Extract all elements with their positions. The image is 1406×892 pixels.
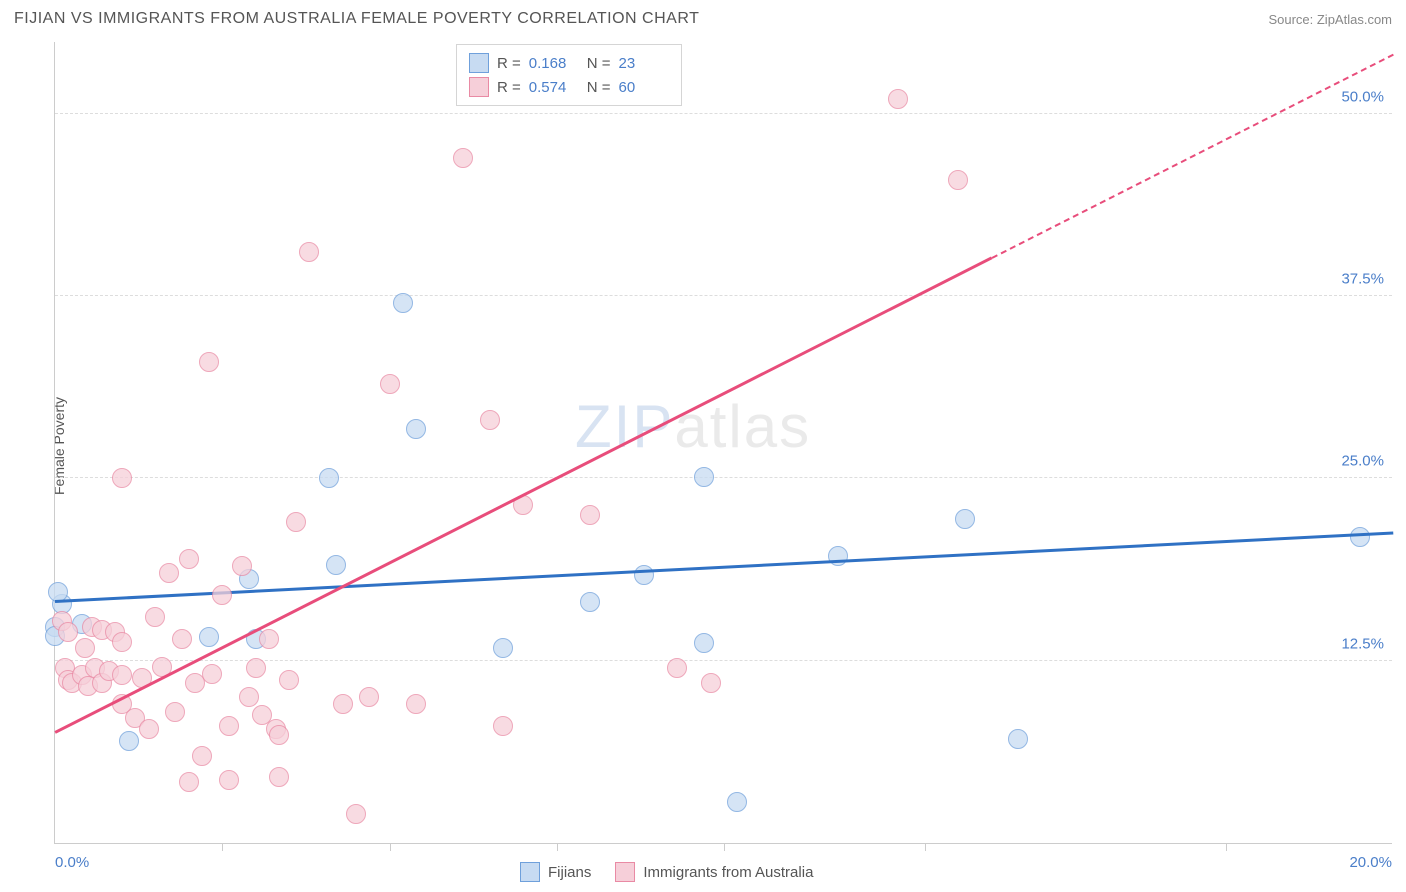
trend-line [54,257,992,734]
y-tick-label: 12.5% [1341,635,1384,652]
data-point [406,419,426,439]
legend-r-value: 0.574 [529,79,579,96]
data-point [393,293,413,313]
data-point [232,556,252,576]
legend-n-value: 60 [619,79,669,96]
legend-n-value: 23 [619,55,669,72]
chart-title: FIJIAN VS IMMIGRANTS FROM AUSTRALIA FEMA… [14,10,699,28]
data-point [269,767,289,787]
x-tick [724,843,725,851]
data-point [179,772,199,792]
data-point [179,549,199,569]
x-min-label: 0.0% [55,854,89,871]
data-point [299,242,319,262]
data-point [199,627,219,647]
data-point [359,687,379,707]
watermark-atlas: atlas [674,393,811,460]
gridline-h [55,113,1392,114]
data-point [1008,729,1028,749]
data-point [279,670,299,690]
data-point [119,731,139,751]
legend-swatch [469,77,489,97]
legend-n-label: N = [587,79,611,96]
data-point [219,770,239,790]
data-point [202,664,222,684]
data-point [239,687,259,707]
legend-r-value: 0.168 [529,55,579,72]
data-point [727,792,747,812]
x-tick [557,843,558,851]
y-tick-label: 37.5% [1341,271,1384,288]
data-point [159,563,179,583]
data-point [888,89,908,109]
x-tick [222,843,223,851]
legend-item: Fijians [520,862,591,882]
data-point [112,632,132,652]
data-point [165,702,185,722]
x-tick [925,843,926,851]
data-point [453,148,473,168]
trend-line [55,531,1393,602]
data-point [246,658,266,678]
data-point [701,673,721,693]
data-point [139,719,159,739]
data-point [480,410,500,430]
data-point [580,592,600,612]
legend-swatch [520,862,540,882]
data-point [493,638,513,658]
data-point [199,352,219,372]
data-point [286,512,306,532]
data-point [112,665,132,685]
data-point [380,374,400,394]
data-point [580,505,600,525]
data-point [694,633,714,653]
y-tick-label: 25.0% [1341,453,1384,470]
chart-header: FIJIAN VS IMMIGRANTS FROM AUSTRALIA FEMA… [14,10,1392,28]
data-point [406,694,426,714]
data-point [319,468,339,488]
gridline-h [55,477,1392,478]
data-point [269,725,289,745]
legend-label: Fijians [548,864,591,881]
correlation-legend: R = 0.168 N = 23 R = 0.574 N = 60 [456,44,682,106]
data-point [333,694,353,714]
data-point [634,565,654,585]
legend-stat-row: R = 0.168 N = 23 [469,51,669,75]
legend-label: Immigrants from Australia [643,864,813,881]
legend-r-label: R = [497,55,521,72]
data-point [493,716,513,736]
x-tick [390,843,391,851]
data-point [326,555,346,575]
data-point [955,509,975,529]
legend-stat-row: R = 0.574 N = 60 [469,75,669,99]
data-point [694,467,714,487]
x-tick [1226,843,1227,851]
plot-area: ZIPatlas 12.5%25.0%37.5%50.0%0.0%20.0% [54,42,1392,844]
trend-line-dashed [991,54,1393,259]
x-max-label: 20.0% [1349,854,1392,871]
data-point [1350,527,1370,547]
gridline-h [55,295,1392,296]
data-point [667,658,687,678]
data-point [145,607,165,627]
data-point [172,629,192,649]
data-point [219,716,239,736]
legend-r-label: R = [497,79,521,96]
legend-n-label: N = [587,55,611,72]
legend-swatch [615,862,635,882]
data-point [58,622,78,642]
data-point [112,468,132,488]
series-legend: Fijians Immigrants from Australia [520,862,813,882]
legend-swatch [469,53,489,73]
data-point [192,746,212,766]
data-point [346,804,366,824]
data-point [75,638,95,658]
legend-item: Immigrants from Australia [615,862,813,882]
data-point [948,170,968,190]
chart-source: Source: ZipAtlas.com [1268,12,1392,27]
data-point [259,629,279,649]
y-tick-label: 50.0% [1341,88,1384,105]
data-point [212,585,232,605]
